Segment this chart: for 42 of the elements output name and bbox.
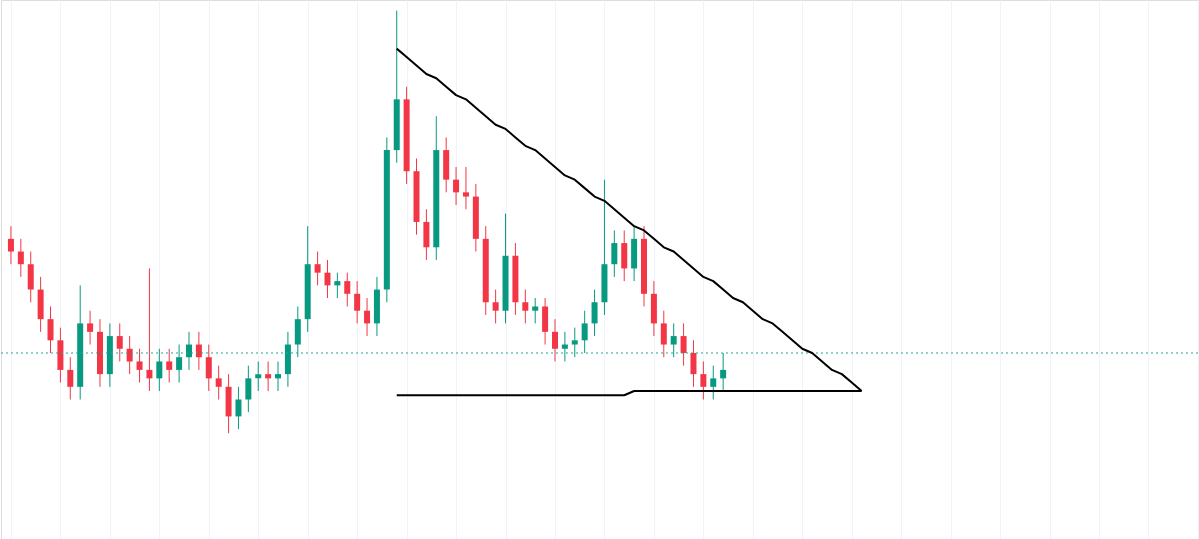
candlestick <box>235 386 242 430</box>
candlestick <box>344 272 351 307</box>
candlestick <box>710 365 717 400</box>
candlestick <box>700 360 707 400</box>
candlestick <box>670 322 677 358</box>
candlestick <box>591 289 598 337</box>
candlestick <box>146 267 153 392</box>
candlestick <box>265 360 272 392</box>
candlestick <box>205 344 212 392</box>
candlestick <box>255 360 262 392</box>
candlestick <box>275 360 282 392</box>
candlestick <box>453 166 460 206</box>
candlestick <box>176 344 183 384</box>
candlestick <box>156 348 163 392</box>
candlestick <box>116 322 123 362</box>
candlestick <box>245 365 252 413</box>
candlestick <box>17 238 24 278</box>
candlestick <box>334 272 341 299</box>
candlestick <box>680 322 687 367</box>
candlestick <box>87 310 94 346</box>
candlestick <box>364 297 371 337</box>
candlestick <box>720 352 727 392</box>
candlestick <box>571 327 578 358</box>
candlestick <box>7 225 14 265</box>
candlestick <box>47 305 54 354</box>
candlestick <box>660 310 667 358</box>
candlestick <box>215 365 222 400</box>
candlestick <box>354 280 361 324</box>
candlestick <box>522 289 529 324</box>
candlestick <box>136 348 143 384</box>
candlestick <box>314 251 321 286</box>
candlestick <box>561 331 568 362</box>
candlestick <box>492 289 499 324</box>
candlestick <box>581 310 588 354</box>
candlestick <box>532 297 539 324</box>
candlestick <box>551 318 558 362</box>
candlestick <box>690 339 697 388</box>
candlestick <box>611 229 618 278</box>
candlestick <box>462 166 469 210</box>
candlestick <box>324 259 331 299</box>
candlestick <box>67 356 74 400</box>
candlestick <box>166 348 173 384</box>
